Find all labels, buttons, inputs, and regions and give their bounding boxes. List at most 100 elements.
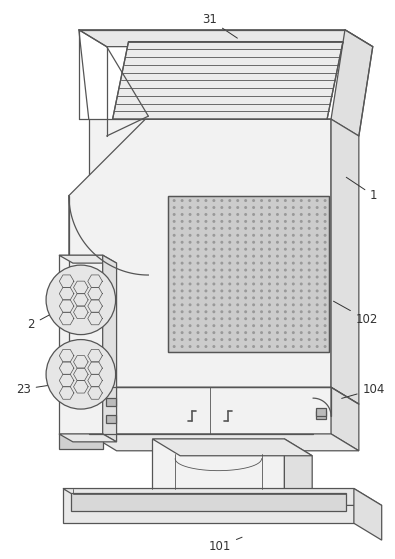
Circle shape bbox=[213, 255, 215, 258]
Circle shape bbox=[260, 199, 263, 202]
Circle shape bbox=[324, 324, 327, 327]
Circle shape bbox=[252, 304, 255, 306]
Circle shape bbox=[252, 276, 255, 278]
Circle shape bbox=[268, 276, 271, 278]
Circle shape bbox=[276, 310, 279, 313]
Circle shape bbox=[181, 248, 184, 250]
Circle shape bbox=[205, 324, 207, 327]
Circle shape bbox=[308, 282, 311, 286]
Circle shape bbox=[244, 324, 247, 327]
Circle shape bbox=[228, 296, 231, 300]
Circle shape bbox=[205, 304, 207, 306]
Circle shape bbox=[181, 282, 184, 286]
Circle shape bbox=[308, 262, 311, 264]
Circle shape bbox=[228, 262, 231, 264]
Circle shape bbox=[213, 276, 215, 278]
Circle shape bbox=[205, 338, 207, 341]
Circle shape bbox=[260, 234, 263, 237]
Circle shape bbox=[188, 331, 192, 334]
Circle shape bbox=[308, 290, 311, 292]
Text: 1: 1 bbox=[346, 177, 378, 202]
Circle shape bbox=[252, 290, 255, 292]
Circle shape bbox=[260, 227, 263, 230]
Circle shape bbox=[300, 318, 303, 320]
Circle shape bbox=[181, 199, 184, 202]
Bar bbox=[63, 489, 354, 523]
Text: 23: 23 bbox=[16, 383, 53, 396]
Circle shape bbox=[292, 234, 295, 237]
Circle shape bbox=[213, 241, 215, 244]
Circle shape bbox=[268, 220, 271, 223]
Circle shape bbox=[316, 276, 319, 278]
Circle shape bbox=[173, 227, 176, 230]
Circle shape bbox=[220, 227, 223, 230]
Circle shape bbox=[205, 255, 207, 258]
Circle shape bbox=[188, 227, 192, 230]
Circle shape bbox=[260, 220, 263, 223]
Circle shape bbox=[300, 324, 303, 327]
Polygon shape bbox=[69, 116, 331, 387]
Circle shape bbox=[46, 339, 116, 409]
Circle shape bbox=[300, 234, 303, 237]
Circle shape bbox=[316, 304, 319, 306]
Bar bbox=[152, 439, 284, 489]
Circle shape bbox=[213, 290, 215, 292]
Circle shape bbox=[252, 234, 255, 237]
Circle shape bbox=[196, 282, 199, 286]
Circle shape bbox=[228, 290, 231, 292]
Circle shape bbox=[188, 199, 192, 202]
Circle shape bbox=[260, 296, 263, 300]
Circle shape bbox=[260, 290, 263, 292]
Circle shape bbox=[220, 268, 223, 272]
Circle shape bbox=[260, 206, 263, 209]
Circle shape bbox=[268, 345, 271, 348]
Circle shape bbox=[308, 296, 311, 300]
Circle shape bbox=[276, 304, 279, 306]
Circle shape bbox=[260, 304, 263, 306]
Polygon shape bbox=[59, 434, 117, 442]
Circle shape bbox=[308, 220, 311, 223]
Circle shape bbox=[188, 310, 192, 313]
Circle shape bbox=[220, 241, 223, 244]
Circle shape bbox=[324, 338, 327, 341]
Circle shape bbox=[252, 248, 255, 250]
Circle shape bbox=[308, 324, 311, 327]
Circle shape bbox=[188, 290, 192, 292]
Circle shape bbox=[173, 234, 176, 237]
Circle shape bbox=[324, 262, 327, 264]
Circle shape bbox=[236, 290, 239, 292]
Circle shape bbox=[188, 262, 192, 264]
Circle shape bbox=[252, 345, 255, 348]
Bar bbox=[316, 408, 326, 416]
Circle shape bbox=[252, 268, 255, 272]
Polygon shape bbox=[103, 255, 117, 442]
Circle shape bbox=[300, 227, 303, 230]
Circle shape bbox=[196, 220, 199, 223]
Circle shape bbox=[244, 199, 247, 202]
Circle shape bbox=[276, 318, 279, 320]
Circle shape bbox=[213, 227, 215, 230]
Bar bbox=[59, 255, 103, 434]
Circle shape bbox=[213, 206, 215, 209]
Circle shape bbox=[252, 318, 255, 320]
Circle shape bbox=[316, 213, 319, 216]
Circle shape bbox=[196, 199, 199, 202]
Circle shape bbox=[173, 331, 176, 334]
Circle shape bbox=[173, 324, 176, 327]
Circle shape bbox=[316, 234, 319, 237]
Circle shape bbox=[308, 248, 311, 250]
Circle shape bbox=[173, 213, 176, 216]
Bar bbox=[105, 398, 116, 406]
Circle shape bbox=[316, 324, 319, 327]
Circle shape bbox=[284, 262, 287, 264]
Circle shape bbox=[236, 282, 239, 286]
Circle shape bbox=[236, 318, 239, 320]
Circle shape bbox=[292, 268, 295, 272]
Circle shape bbox=[308, 318, 311, 320]
Circle shape bbox=[220, 255, 223, 258]
Circle shape bbox=[260, 282, 263, 286]
Circle shape bbox=[188, 206, 192, 209]
Circle shape bbox=[324, 248, 327, 250]
Bar bbox=[71, 494, 346, 511]
Circle shape bbox=[284, 213, 287, 216]
